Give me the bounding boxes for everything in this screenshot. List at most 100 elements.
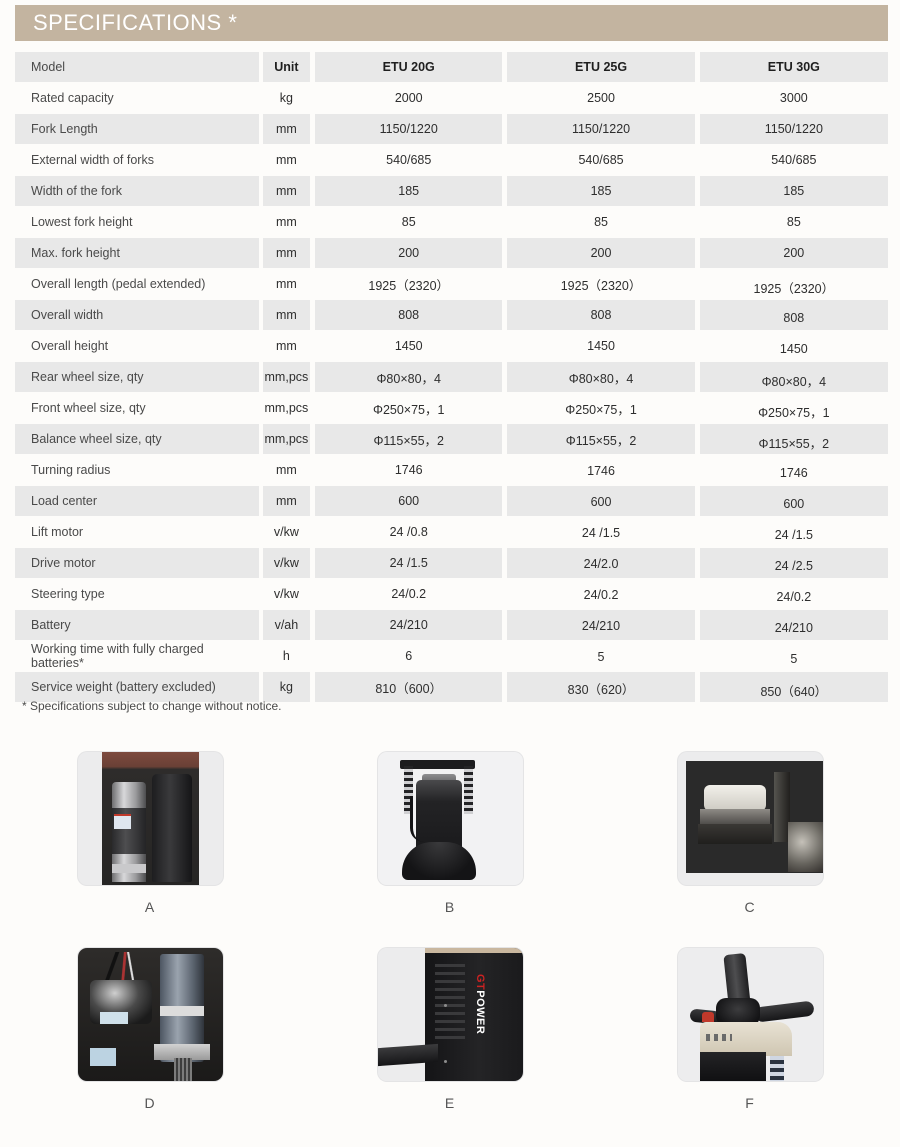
row-unit: v/kw [262, 517, 311, 547]
machine-body-gt-power-badge-image: GTPOWER [377, 948, 523, 1081]
column-header-model: Model [15, 52, 259, 82]
value-etu25g: 5 [507, 641, 695, 671]
value-etu25g: 24/2.0 [507, 548, 695, 578]
table-row: Front wheel size, qty mm,pcs Φ250×75，1 Φ250… [15, 393, 888, 423]
table-row: Turning radius mm 1746 1746 1746 [15, 455, 888, 485]
value-etu25g: 1746 [507, 455, 695, 485]
table-row: Rear wheel size, qty mm,pcs Φ80×80，4 Φ80×80… [15, 362, 888, 392]
row-label: Drive motor [15, 548, 259, 578]
value-etu20g: 2000 [315, 83, 503, 113]
value-etu20g: 1746 [315, 455, 503, 485]
value-etu30g-text: Φ80×80，4 [761, 374, 827, 389]
tiller-head-control-handle-image [677, 948, 823, 1081]
value-etu20g: 808 [315, 300, 503, 330]
row-unit: mm,pcs [262, 393, 311, 423]
photo-caption-d: D [144, 1095, 156, 1111]
photo-caption-a: A [144, 899, 156, 915]
value-etu20g: 1450 [315, 331, 503, 361]
row-unit: kg [262, 83, 311, 113]
value-etu25g: 540/685 [507, 145, 695, 175]
gallery-row-top: A B C [0, 752, 900, 948]
row-unit: kg [262, 672, 311, 702]
row-unit: mm [262, 455, 311, 485]
row-label: Max. fork height [15, 238, 259, 268]
table-row: Drive motor v/kw 24 /1.5 24/2.0 24 /2.5 [15, 548, 888, 578]
value-etu25g: 185 [507, 176, 695, 206]
table-row: Working time with fully charged batterie… [15, 641, 888, 671]
value-etu30g-text: 24 /2.5 [774, 559, 813, 573]
table-row: Overall width mm 808 808 808 [15, 300, 888, 330]
row-label: Balance wheel size, qty [15, 424, 259, 454]
value-etu30g: 1925（2320） [699, 269, 888, 299]
value-etu20g: Φ115×55，2 [315, 424, 503, 454]
row-label: Working time with fully charged batterie… [15, 641, 259, 671]
row-unit: mm [262, 486, 311, 516]
table-row: Max. fork height mm 200 200 200 [15, 238, 888, 268]
value-etu25g-text: 24/210 [581, 619, 621, 633]
gallery-item-f: F [600, 948, 900, 1144]
photo-caption-f: F [745, 1095, 755, 1111]
row-label: Steering type [15, 579, 259, 609]
value-etu30g-text: Φ115×55，2 [758, 436, 830, 451]
table-row: Steering type v/kw 24/0.2 24/0.2 24/0.2 [15, 579, 888, 609]
value-etu30g-text: 808 [783, 311, 805, 325]
value-etu30g: 200 [699, 238, 888, 268]
value-etu30g-text: 24/210 [774, 621, 813, 635]
value-etu20g: 6 [315, 641, 503, 671]
gallery-item-a: A [0, 752, 300, 948]
value-etu25g: 24/210 [507, 610, 695, 640]
row-unit: mm [262, 145, 311, 175]
table-row: Lowest fork height mm 85 85 85 [15, 207, 888, 237]
value-etu20g: 600 [315, 486, 503, 516]
row-label: Overall width [15, 300, 259, 330]
photo-f [677, 948, 823, 1081]
drive-unit-bearing-closeup-image [678, 752, 823, 885]
value-etu30g: 3000 [699, 83, 888, 113]
value-etu30g: 24/210 [699, 610, 888, 640]
row-unit: mm [262, 176, 311, 206]
row-label: Overall length (pedal extended) [15, 269, 259, 299]
value-etu20g: 24/210 [315, 610, 503, 640]
value-etu25g: 24/0.2 [507, 579, 695, 609]
value-etu25g: 1450 [507, 331, 695, 361]
hydraulic-power-pack-image [77, 948, 223, 1081]
value-etu25g: 24 /1.5 [507, 517, 695, 547]
row-unit: v/kw [262, 579, 311, 609]
gallery-item-d: D [0, 948, 300, 1144]
value-etu30g: 24/0.2 [699, 579, 888, 609]
value-etu30g-text: 1746 [779, 466, 808, 480]
row-unit: h [262, 641, 311, 671]
specifications-banner: SPECIFICATIONS * [15, 5, 888, 41]
photo-e: GTPOWER [377, 948, 523, 1081]
value-etu30g: 85 [699, 207, 888, 237]
table-row: Fork Length mm 1150/1220 1150/1220 1150/1220 [15, 114, 888, 144]
row-label: Lowest fork height [15, 207, 259, 237]
row-unit: mm [262, 331, 311, 361]
photo-a [77, 752, 223, 885]
value-etu25g: 2500 [507, 83, 695, 113]
value-etu30g-text: 600 [783, 497, 805, 511]
photo-caption-e: E [444, 1095, 456, 1111]
row-unit: mm [262, 269, 311, 299]
value-etu25g: 200 [507, 238, 695, 268]
table-header-row: Model Unit ETU 20G ETU 25G ETU 30G [15, 52, 888, 82]
gallery-item-c: C [600, 752, 900, 948]
specifications-table: Model Unit ETU 20G ETU 25G ETU 30G Rated capa… [15, 52, 888, 703]
photo-c [677, 752, 823, 885]
value-etu30g: 850（640） [699, 672, 888, 702]
gallery-row-bottom: D GTPOWER E F [0, 948, 900, 1144]
photo-caption-c: C [744, 899, 756, 915]
value-etu25g: 600 [507, 486, 695, 516]
table-row: Overall length (pedal extended) mm 1925（23… [15, 269, 888, 299]
power-word: POWER [473, 990, 486, 1035]
row-unit: mm [262, 207, 311, 237]
value-etu20g: 540/685 [315, 145, 503, 175]
value-etu30g-text: 1925（2320） [753, 281, 835, 296]
value-etu30g: 24 /2.5 [699, 548, 888, 578]
row-label: Turning radius [15, 455, 259, 485]
row-label: Rated capacity [15, 83, 259, 113]
photo-caption-b: B [444, 899, 456, 915]
column-header-unit: Unit [262, 52, 311, 82]
value-etu25g: Φ250×75，1 [507, 393, 695, 423]
table-row: Width of the fork mm 185 185 185 [15, 176, 888, 206]
